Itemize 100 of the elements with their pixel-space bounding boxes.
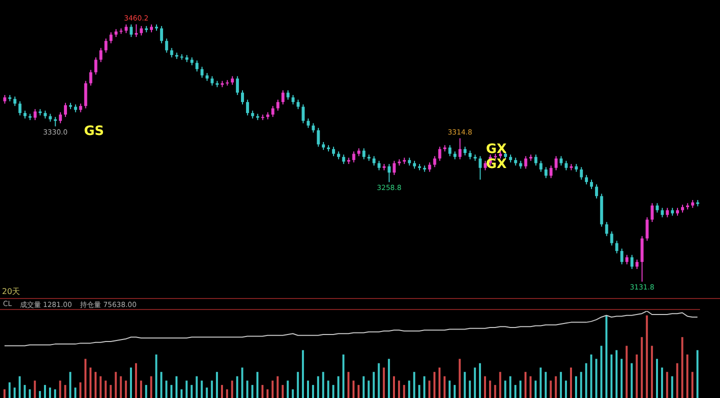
bar [74, 388, 76, 398]
bar [362, 376, 365, 398]
bar [524, 372, 526, 398]
candlestick [630, 254, 634, 270]
bar [686, 354, 688, 398]
candlestick [64, 102, 67, 118]
bar [306, 380, 309, 398]
bar [210, 380, 213, 398]
annotation: GX [486, 157, 507, 172]
bar [560, 372, 562, 398]
bar [616, 350, 618, 398]
bar [28, 389, 31, 398]
bar [79, 382, 82, 398]
bar [433, 372, 436, 398]
candlestick [534, 154, 538, 166]
candlestick [605, 221, 608, 237]
candlestick [210, 76, 214, 86]
bar [626, 346, 628, 398]
bar [413, 372, 416, 398]
candlestick [610, 230, 614, 246]
candlestick [458, 138, 462, 160]
candlestick [378, 160, 381, 171]
bar [165, 380, 168, 398]
bar [150, 376, 152, 398]
candlestick [615, 240, 618, 254]
bar [18, 376, 21, 398]
candlestick [448, 144, 452, 157]
candlestick [104, 38, 108, 54]
bar [54, 389, 56, 398]
bar [671, 376, 674, 398]
bar [640, 337, 643, 398]
bar [368, 380, 370, 398]
bar [509, 376, 512, 398]
candlestick [544, 166, 548, 179]
bar [317, 376, 320, 398]
bar [145, 384, 148, 398]
candlestick [281, 90, 284, 105]
bar [620, 358, 623, 398]
bar [408, 380, 410, 398]
bar [24, 384, 26, 398]
bar [186, 380, 188, 398]
bar [554, 376, 557, 398]
bar [120, 376, 122, 398]
bar [286, 380, 289, 398]
candlestick [89, 69, 92, 86]
bar [352, 380, 355, 398]
bar [392, 376, 395, 398]
bar [428, 380, 430, 398]
candlestick [524, 156, 528, 170]
candlestick [296, 99, 300, 110]
candlestick [539, 160, 542, 172]
bar [403, 384, 406, 398]
candlestick [302, 104, 305, 124]
annotation: GX [486, 142, 507, 157]
bar [322, 372, 324, 398]
bar [464, 372, 466, 398]
bar [590, 354, 592, 398]
bar [110, 384, 112, 398]
bar [423, 376, 426, 398]
bar [484, 376, 486, 398]
bar [114, 372, 117, 398]
candlestick [625, 254, 628, 265]
candlestick [478, 156, 482, 180]
candlestick [240, 90, 244, 105]
bar [302, 350, 304, 398]
bar [90, 368, 92, 398]
bar [474, 368, 476, 398]
bar [94, 372, 97, 398]
bar [595, 358, 598, 398]
bar [504, 380, 506, 398]
bar [59, 380, 62, 398]
bar [610, 354, 612, 398]
bar [124, 380, 127, 398]
bar [691, 372, 694, 398]
bar [656, 358, 658, 398]
candlestick [428, 162, 432, 172]
bar [44, 384, 46, 398]
bar [530, 376, 532, 398]
candlestick [438, 146, 442, 162]
bar [160, 372, 162, 398]
bar [84, 358, 86, 398]
candlestick [656, 202, 659, 214]
bar [681, 337, 684, 398]
candlestick [94, 56, 98, 76]
candlestick [58, 112, 62, 124]
bar [292, 389, 294, 398]
bar [448, 380, 451, 398]
bar [514, 384, 516, 398]
bar [246, 380, 248, 398]
bar [661, 368, 664, 398]
bar [64, 384, 66, 398]
bar [155, 354, 158, 398]
bar [276, 376, 279, 398]
bar [251, 384, 254, 398]
bar [478, 363, 481, 398]
bar [358, 384, 360, 398]
bar [175, 376, 178, 398]
candlestick [392, 160, 396, 176]
text: 20天 [2, 286, 20, 297]
candlestick [316, 127, 320, 148]
